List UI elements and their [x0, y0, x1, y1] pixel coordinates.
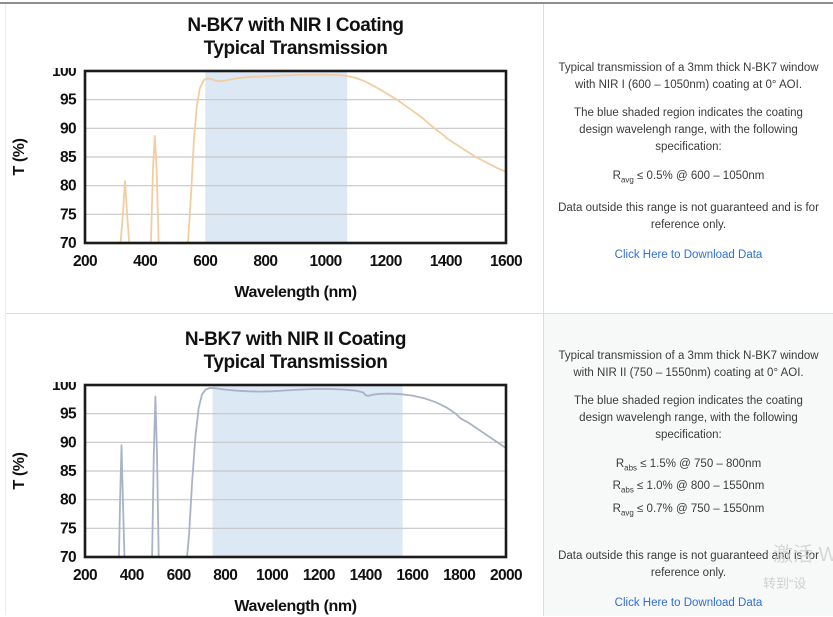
nir2-y-axis-label: T (%): [11, 452, 28, 490]
chart-title-line1: N-BK7 with NIR I Coating: [187, 15, 404, 36]
y-tick-label: 80: [60, 178, 76, 195]
y-tick-label: 85: [60, 149, 77, 166]
y-tick-label: 95: [60, 92, 77, 109]
nir2-plot-area: T (%) 70 75 80 85 90 95 100 200 400 600 800 1000 120…: [6, 382, 543, 594]
nir2-blue-region-note: The blue shaded region indicates the coa…: [574, 395, 803, 441]
nir1-info-panel: Typical transmission of a 3mm thick N-BK…: [543, 4, 833, 313]
nir1-chart-cell: N-BK7 with NIR I Coating Typical Transmi…: [6, 4, 543, 313]
nir2-x-axis-label: Wavelength (nm): [234, 598, 357, 615]
chart-title-line1: N-BK7 with NIR II Coating: [184, 329, 407, 350]
nir1-spec-list: Ravg ≤ 0.5% @ 600 – 1050nm: [558, 167, 819, 189]
nir1-transmission-chart: 70 75 80 85 90 95 100 200 400 600 800 1000 1200 1400 1…: [52, 68, 523, 270]
nir1-description: Typical transmission of a 3mm thick N-BK…: [558, 62, 819, 91]
nir2-spec-list: Rabs ≤ 1.5% @ 750 – 800nm Rabs ≤ 1.0% @ 8…: [558, 455, 819, 522]
y-tick-label: 90: [60, 120, 76, 137]
nir1-section: N-BK7 with NIR I Coating Typical Transmi…: [6, 4, 833, 314]
y-tick-label: 75: [60, 520, 77, 537]
nir2-description: Typical transmission of a 3mm thick N-BK…: [558, 350, 819, 379]
x-tick-label: 1800: [443, 567, 475, 584]
spec-line: Ravg ≤ 0.5% @ 600 – 1050nm: [612, 170, 765, 185]
transmission-curve: [118, 387, 506, 557]
x-tick-label: 1400: [350, 567, 382, 584]
nir2-info-panel: Typical transmission of a 3mm thick N-BK…: [543, 314, 833, 616]
spec-line: Ravg ≤ 0.7% @ 750 – 1550nm: [612, 502, 765, 517]
chart-title-line2: Typical Transmission: [203, 352, 388, 373]
nir2-download-data-link[interactable]: Click Here to Download Data: [614, 596, 763, 609]
nir1-x-axis-label: Wavelength (nm): [234, 284, 357, 301]
y-tick-label: 75: [60, 206, 77, 223]
nir1-blue-region-note: The blue shaded region indicates the coa…: [574, 107, 803, 153]
y-tick-label: 100: [52, 382, 76, 394]
x-tick-label: 200: [73, 567, 97, 584]
y-tick-label: 95: [60, 406, 77, 423]
x-tick-label: 1200: [370, 253, 402, 270]
nir2-section: N-BK7 with NIR II Coating Typical Transm…: [6, 314, 833, 616]
nir2-chart-cell: N-BK7 with NIR II Coating Typical Transm…: [6, 314, 543, 616]
x-tick-label: 800: [213, 567, 237, 584]
spec-line: Rabs ≤ 1.0% @ 800 – 1550nm: [612, 480, 765, 495]
nir2-transmission-chart: 70 75 80 85 90 95 100 200 400 600 800 1000 1200 1400 1…: [52, 382, 523, 584]
x-tick-label: 1000: [256, 567, 288, 584]
y-tick-label: 85: [60, 463, 77, 480]
nir1-disclaimer: Data outside this range is not guarantee…: [558, 202, 819, 232]
x-tick-label: 200: [73, 253, 97, 270]
chart-title-line2: Typical Transmission: [203, 38, 388, 59]
spec-line: Rabs ≤ 1.5% @ 750 – 800nm: [615, 458, 762, 473]
x-tick-label: 800: [253, 253, 277, 270]
nir1-chart-title: N-BK7 with NIR I Coating Typical Transmi…: [85, 14, 506, 60]
x-tick-label: 400: [133, 253, 157, 270]
y-tick-label: 80: [60, 492, 76, 509]
y-tick-label: 100: [52, 68, 76, 80]
y-tick-label: 90: [60, 434, 76, 451]
nir1-y-axis-label: T (%): [11, 138, 28, 176]
x-tick-label: 600: [193, 253, 217, 270]
nir2-disclaimer: Data outside this range is not guarantee…: [558, 549, 819, 579]
nir1-plot-area: T (%) 70 75 80 85 90 95 100 200 400 600 800 1000 120…: [6, 68, 543, 280]
nir2-chart-title: N-BK7 with NIR II Coating Typical Transm…: [85, 328, 506, 374]
x-tick-label: 1000: [310, 253, 342, 270]
y-tick-label: 70: [60, 235, 76, 252]
x-tick-label: 1600: [490, 253, 522, 270]
x-tick-label: 2000: [490, 567, 522, 584]
nir1-download-data-link[interactable]: Click Here to Download Data: [614, 249, 763, 262]
x-tick-label: 1400: [430, 253, 462, 270]
x-tick-label: 1600: [396, 567, 428, 584]
x-tick-label: 1200: [303, 567, 335, 584]
transmission-curve: [119, 73, 506, 243]
x-tick-label: 400: [120, 567, 144, 584]
y-tick-label: 70: [60, 549, 76, 566]
x-tick-label: 600: [167, 567, 191, 584]
